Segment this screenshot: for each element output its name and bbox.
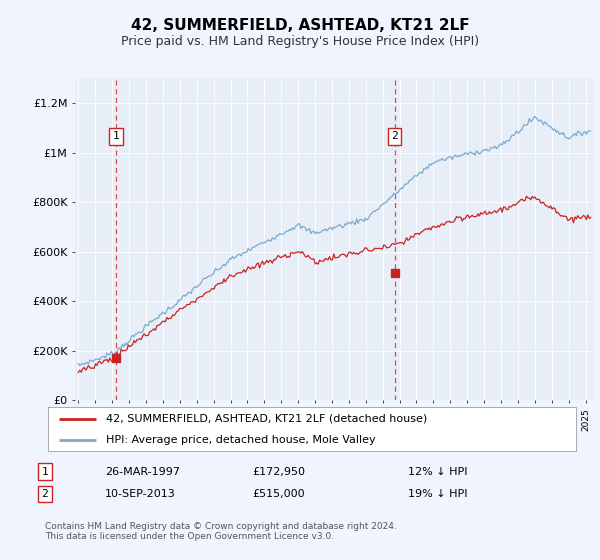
Text: HPI: Average price, detached house, Mole Valley: HPI: Average price, detached house, Mole… <box>106 435 376 445</box>
Text: 12% ↓ HPI: 12% ↓ HPI <box>408 466 467 477</box>
Text: 26-MAR-1997: 26-MAR-1997 <box>105 466 180 477</box>
Text: £172,950: £172,950 <box>252 466 305 477</box>
Text: Contains HM Land Registry data © Crown copyright and database right 2024.
This d: Contains HM Land Registry data © Crown c… <box>45 522 397 542</box>
Text: Price paid vs. HM Land Registry's House Price Index (HPI): Price paid vs. HM Land Registry's House … <box>121 35 479 49</box>
Text: £515,000: £515,000 <box>252 489 305 499</box>
Text: 1: 1 <box>113 132 119 141</box>
Text: 10-SEP-2013: 10-SEP-2013 <box>105 489 176 499</box>
Text: 42, SUMMERFIELD, ASHTEAD, KT21 2LF: 42, SUMMERFIELD, ASHTEAD, KT21 2LF <box>131 18 469 32</box>
Text: 42, SUMMERFIELD, ASHTEAD, KT21 2LF (detached house): 42, SUMMERFIELD, ASHTEAD, KT21 2LF (deta… <box>106 414 427 424</box>
Text: 19% ↓ HPI: 19% ↓ HPI <box>408 489 467 499</box>
Text: 1: 1 <box>41 466 49 477</box>
Text: 2: 2 <box>391 132 398 141</box>
Text: 2: 2 <box>41 489 49 499</box>
